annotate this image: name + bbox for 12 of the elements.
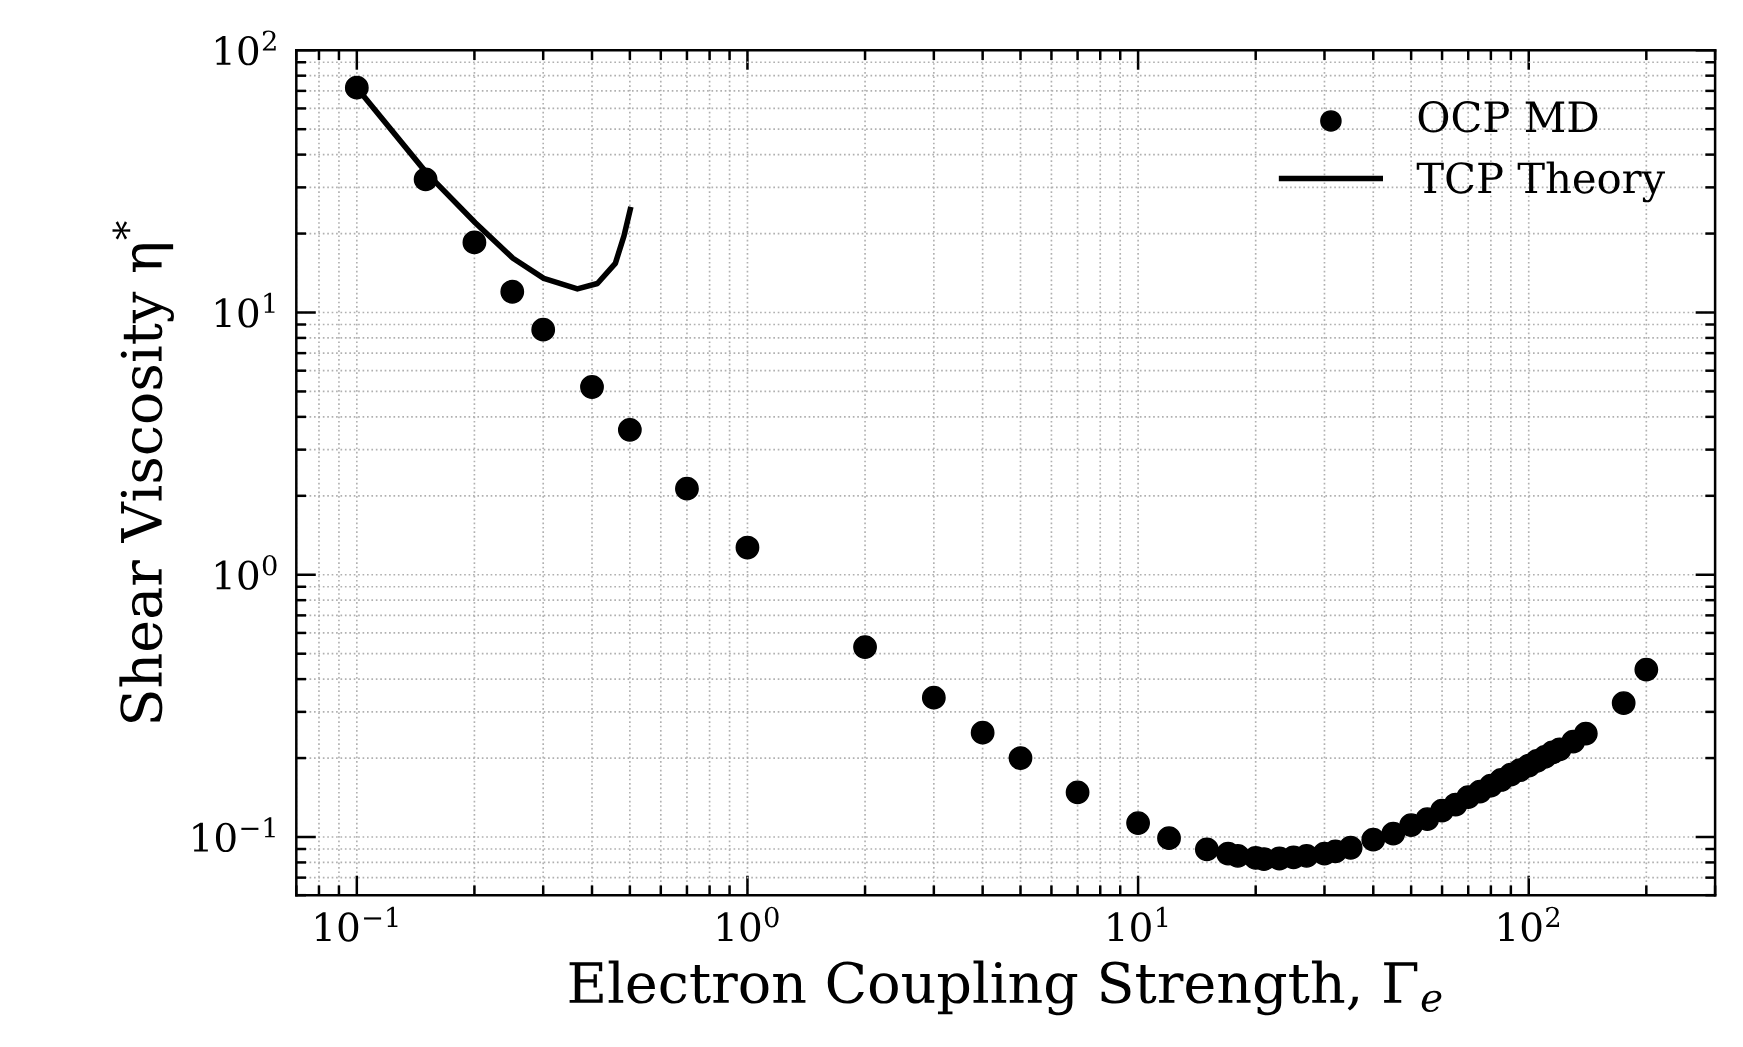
legend-label: OCP MD xyxy=(1418,100,1598,133)
x-tick-label: 10$^{1}$ xyxy=(1108,906,1168,942)
legend-label: TCP Theory xyxy=(1416,161,1665,203)
x-tick-label: 10$^{2}$ xyxy=(1499,906,1559,942)
y-axis-title: Shear Viscosity η$^{*}$ xyxy=(112,221,174,722)
x-axis-title: Electron Coupling Strength, Γ$_{e}$ xyxy=(569,960,1442,1016)
y-tick-label: 10$^{0}$ xyxy=(215,554,277,590)
y-tick-label: 10$^{1}$ xyxy=(215,292,275,328)
x-tick-label: 10$^{0}$ xyxy=(717,906,779,942)
y-tick-label: 10$^{−1}$ xyxy=(193,817,275,853)
x-tick-label: 10$^{−1}$ xyxy=(316,906,398,942)
y-tick-label: 10$^{2}$ xyxy=(215,30,276,66)
